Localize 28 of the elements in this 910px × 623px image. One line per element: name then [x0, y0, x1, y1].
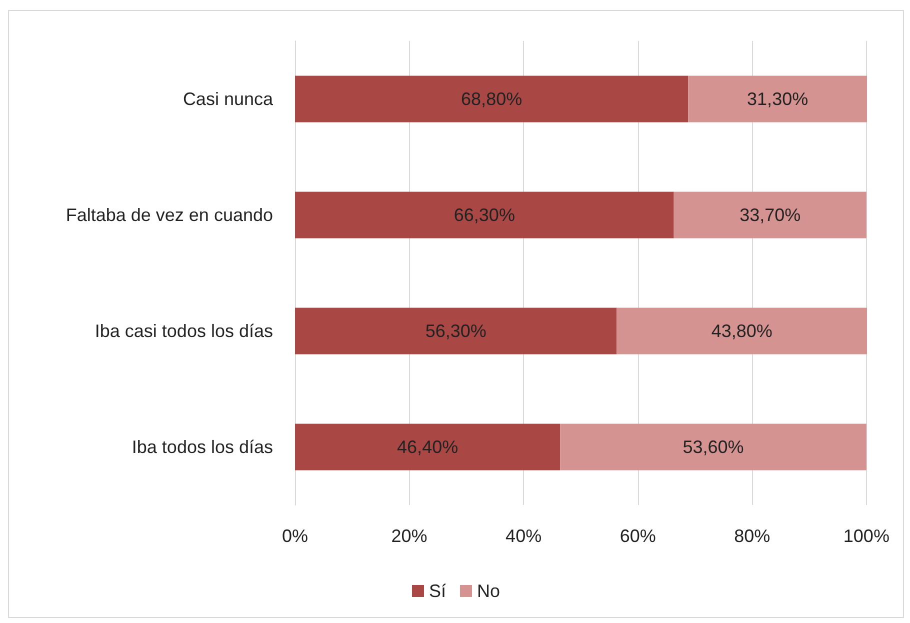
y-tick-label: Casi nunca	[182, 89, 274, 109]
x-tick-label: 60%	[620, 526, 656, 546]
data-label: 53,60%	[682, 437, 744, 457]
x-tick-label: 100%	[843, 526, 890, 546]
x-tick-label: 20%	[391, 526, 428, 546]
data-label: 33,70%	[740, 205, 801, 225]
data-label: 43,80%	[711, 321, 772, 341]
bar	[295, 308, 617, 354]
data-label: 31,30%	[747, 89, 808, 109]
bar	[560, 424, 866, 470]
data-label: 66,30%	[454, 205, 515, 225]
data-label: 68,80%	[461, 89, 522, 109]
bar	[295, 76, 688, 122]
data-label: 46,40%	[397, 437, 458, 457]
bar	[295, 424, 560, 470]
x-tick-label: 0%	[282, 526, 308, 546]
x-tick-label: 80%	[734, 526, 770, 546]
legend-label: No	[477, 581, 500, 601]
y-tick-label: Iba casi todos los días	[94, 321, 273, 341]
x-tick-label: 40%	[506, 526, 542, 546]
bar	[616, 308, 867, 354]
data-label: 56,30%	[425, 321, 486, 341]
bar	[674, 192, 866, 238]
legend-label: Sí	[428, 581, 446, 601]
bar	[688, 76, 867, 122]
y-tick-label: Iba todos los días	[132, 437, 273, 457]
bar	[295, 192, 674, 238]
y-tick-label: Faltaba de vez en cuando	[66, 205, 273, 225]
